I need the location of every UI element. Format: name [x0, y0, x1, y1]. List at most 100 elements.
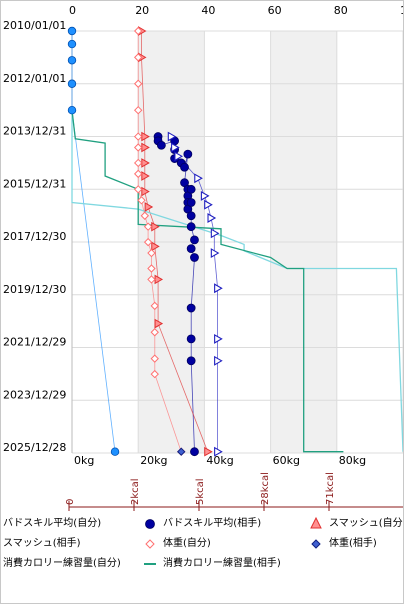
data-point [133, 132, 143, 141]
legend-marker-diamond-icon [311, 539, 321, 549]
series-marks [67, 26, 223, 457]
data-point [214, 333, 223, 344]
x-top-tick-label: 60 [268, 4, 282, 17]
y-tick-label: 2023/12/29 [3, 388, 66, 401]
y-tick-label: 2017/12/30 [3, 230, 66, 243]
y-axis-tick-labels: 2010/01/01 2012/01/01 2013/12/31 2015/12/31… [3, 19, 66, 454]
legend-label: スマッシュ(相手) [3, 538, 81, 549]
legend-marker-line-icon [144, 563, 156, 565]
data-point [207, 213, 217, 223]
data-point [140, 211, 150, 220]
x-bottom-tick-label: 40kg [206, 454, 233, 467]
data-point [154, 318, 164, 329]
x-bottom-tick-label: 80kg [339, 454, 366, 467]
calorie-tick-label: 2kcal [130, 478, 141, 505]
data-point [143, 237, 153, 247]
data-point [204, 446, 213, 457]
data-point [133, 185, 143, 194]
legend-label: 体重(相手) [329, 538, 377, 549]
data-point [186, 303, 196, 313]
data-point [190, 235, 199, 245]
legend-row-3: 消費カロリー練習量(自分) 消費カロリー練習量(相手) [1, 555, 403, 573]
data-point [67, 79, 77, 88]
data-point [186, 244, 196, 254]
y-tick-label: 2021/12/29 [3, 336, 66, 349]
data-point [110, 447, 120, 456]
x-bottom-tick-label: 20kg [140, 454, 167, 467]
data-point [180, 162, 189, 172]
data-point [147, 264, 156, 273]
data-point [194, 173, 203, 184]
legend-label: スマッシュ(自分) [329, 518, 404, 529]
x-top-tick-label: 80 [334, 4, 348, 17]
data-point [150, 328, 159, 337]
data-point [183, 149, 193, 159]
y-tick-label: 2010/01/01 [3, 19, 66, 32]
legend-label: バドスキル平均(自分) [3, 518, 102, 529]
series-line [71, 31, 116, 452]
data-point [190, 447, 199, 457]
series-line [71, 110, 344, 453]
legend-label: 消費カロリー練習量(自分) [3, 558, 121, 569]
calorie-tick-label: 0 [65, 499, 76, 505]
calorie-tick-label: 5kcal [195, 478, 206, 505]
data-point [167, 131, 177, 142]
data-point [186, 334, 196, 344]
data-point [151, 241, 160, 252]
data-point [210, 248, 220, 259]
data-point [137, 196, 146, 205]
data-point [147, 248, 156, 258]
data-point [133, 26, 143, 36]
calorie-axis: 0 2kcal 5kcal 28kcal 71kcal [65, 472, 403, 511]
data-point [150, 301, 159, 311]
data-point [67, 26, 77, 36]
x-top-tick-label: 10 [400, 4, 404, 17]
x-top-tick-label: 0 [69, 4, 76, 17]
legend-label: 消費カロリー練習量(相手) [163, 558, 281, 569]
data-point [214, 355, 223, 366]
legend-label: 体重(自分) [163, 538, 211, 549]
data-point [171, 142, 180, 153]
data-point [144, 202, 154, 212]
data-point [186, 211, 196, 221]
legend-label: バドスキル平均(相手) [163, 518, 262, 529]
x-top-tick-label: 40 [201, 4, 215, 17]
data-point [133, 158, 143, 168]
x-top-tick-label: 20 [135, 4, 149, 17]
data-point [200, 190, 210, 201]
data-point [186, 356, 196, 366]
legend-marker-circle-icon [145, 519, 155, 529]
data-point [67, 105, 77, 115]
legend-row-2: スマッシュ(相手) 体重(自分) 体重(相手) [1, 535, 403, 553]
data-point [186, 184, 196, 194]
data-point [133, 105, 143, 115]
data-point [133, 53, 143, 62]
data-point [143, 222, 153, 231]
data-point [214, 446, 223, 457]
y-tick-label: 2019/12/30 [3, 283, 66, 296]
data-point [204, 199, 213, 210]
x-axis-bottom-tick-labels: 0kg 20kg 40kg 60kg 80kg [74, 454, 366, 467]
series-line [71, 110, 403, 452]
legend-row-1: バドスキル平均(自分) バドスキル平均(相手) スマッシュ(自分) [1, 515, 404, 533]
data-point [214, 283, 223, 294]
series-lines [71, 31, 403, 453]
x-bottom-tick-label: 0kg [74, 454, 94, 467]
y-tick-label: 2015/12/31 [3, 177, 66, 190]
data-point [186, 198, 196, 207]
data-point [150, 369, 159, 379]
data-point [133, 79, 143, 88]
data-point [177, 447, 186, 456]
y-tick-label: 2013/12/31 [3, 125, 66, 138]
data-point [133, 143, 143, 152]
data-point [186, 222, 196, 232]
data-point [133, 169, 143, 179]
legend-marker-triangle-icon [310, 516, 322, 529]
y-tick-label: 2025/12/28 [3, 441, 66, 454]
data-point [174, 151, 184, 162]
legend-marker-diamond-icon [145, 539, 155, 549]
data-point [156, 140, 166, 150]
y-tick-label: 2012/01/01 [3, 72, 66, 85]
